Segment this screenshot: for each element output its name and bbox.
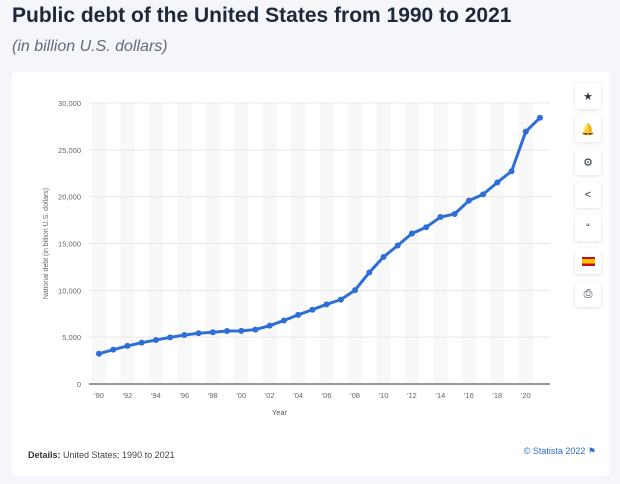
data-point	[110, 346, 117, 353]
x-tick-label: '06	[322, 391, 332, 400]
data-point	[423, 224, 430, 231]
x-tick-label: '12	[407, 391, 417, 400]
x-tick-label: '02	[265, 391, 275, 400]
star-icon: ★	[583, 90, 593, 103]
data-point	[252, 326, 259, 333]
bell-button[interactable]: 🔔	[575, 116, 601, 142]
x-tick-label: '94	[151, 391, 161, 400]
y-tick-label: 15,000	[58, 240, 81, 249]
data-point	[209, 329, 216, 336]
statista-credit-link[interactable]: © Statista 2022 ⚑	[523, 446, 596, 456]
data-point	[295, 311, 302, 318]
data-point	[337, 296, 344, 303]
data-point	[266, 322, 273, 329]
print-icon: ⎙	[583, 287, 593, 300]
x-tick-label: '10	[379, 391, 389, 400]
y-tick-label: 25,000	[58, 146, 81, 155]
data-point	[181, 332, 188, 339]
flag-spain-button[interactable]	[575, 248, 601, 274]
quote-icon: “	[586, 222, 590, 234]
chart-title: Public debt of the United States from 19…	[12, 4, 512, 27]
data-point	[152, 337, 159, 344]
flag-spain-icon	[581, 256, 595, 266]
data-point	[394, 242, 401, 249]
y-tick-label: 30,000	[58, 99, 81, 108]
data-point	[167, 334, 174, 341]
x-tick-label: '96	[179, 391, 189, 400]
star-button[interactable]: ★	[575, 83, 601, 109]
data-point	[437, 214, 444, 221]
chart-card: 0 5,000 10,000 15,000 20,000 25,000 30,000 '90 '…	[12, 72, 610, 476]
data-point	[238, 327, 245, 334]
quote-button[interactable]: “	[575, 215, 601, 241]
data-point	[480, 191, 487, 198]
bell-icon: 🔔	[581, 123, 595, 136]
data-point	[309, 306, 316, 313]
y-axis-title: National debt (in billion U.S. dollars)	[43, 188, 50, 299]
gear-button[interactable]: ⚙	[575, 149, 601, 175]
data-point	[537, 114, 543, 121]
data-point	[522, 128, 529, 135]
data-point	[352, 287, 359, 294]
x-tick-label: '04	[293, 391, 303, 400]
print-button[interactable]: ⎙	[575, 281, 601, 307]
x-tick-label: '08	[350, 391, 360, 400]
data-point	[323, 301, 330, 308]
share-icon: <	[584, 189, 592, 201]
data-point	[366, 269, 373, 276]
data-point	[508, 168, 515, 175]
line-chart: 0 5,000 10,000 15,000 20,000 25,000 30,000 '90 '…	[43, 99, 550, 417]
data-point	[96, 350, 102, 357]
y-tick-label: 10,000	[58, 286, 81, 295]
details-label: Details:	[28, 450, 61, 460]
chart-subtitle: (in billion U.S. dollars)	[12, 38, 168, 55]
y-tick-label: 20,000	[58, 193, 81, 202]
data-point	[195, 330, 202, 337]
data-point	[465, 197, 472, 204]
details: Details: United States; 1990 to 2021	[28, 450, 175, 460]
data-point	[280, 317, 287, 324]
gear-icon: ⚙	[583, 156, 593, 169]
data-point	[138, 339, 145, 346]
y-tick-label: 0	[77, 380, 81, 389]
x-tick-label: '18	[492, 391, 502, 400]
data-point	[451, 210, 458, 217]
x-axis-title: Year	[272, 408, 288, 417]
data-point	[124, 342, 131, 349]
x-tick-label: '90	[94, 391, 104, 400]
x-tick-label: '14	[436, 391, 446, 400]
data-point	[224, 328, 231, 335]
x-tick-label: '98	[208, 391, 218, 400]
data-point	[408, 230, 415, 237]
x-tick-label: '16	[464, 391, 474, 400]
x-tick-label: '20	[521, 391, 531, 400]
x-tick-label: '00	[236, 391, 246, 400]
data-point	[380, 253, 387, 260]
x-tick-label: '92	[123, 391, 133, 400]
data-point	[494, 179, 501, 186]
share-button[interactable]: <	[575, 182, 601, 208]
details-text: United States; 1990 to 2021	[60, 450, 175, 460]
y-tick-label: 5,000	[62, 333, 81, 342]
